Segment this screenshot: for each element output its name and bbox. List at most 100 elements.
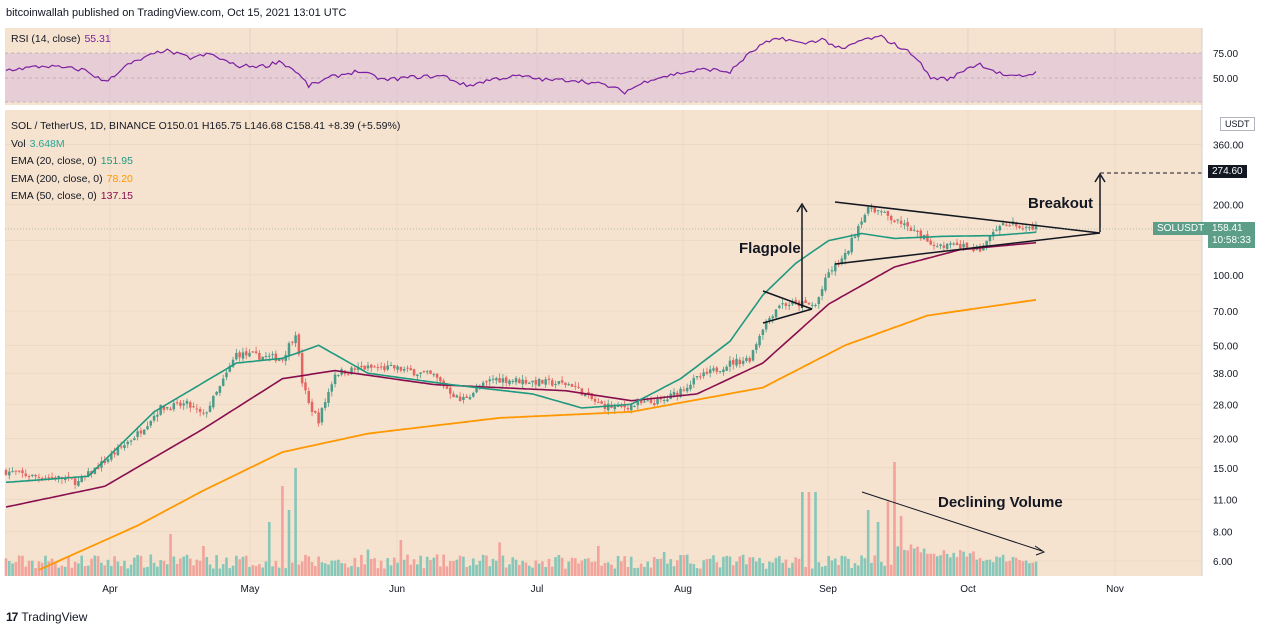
volume-bar [639,563,643,576]
volume-bar [142,567,146,576]
candle-body [462,396,465,400]
rsi-legend-value: 55.31 [84,33,111,45]
volume-bar [330,560,334,576]
candle-body [998,226,1002,231]
candle-body [508,380,511,385]
volume-bar [80,555,84,576]
volume-bar [521,560,524,576]
volume-bar [221,564,225,576]
volume-bar [126,568,130,576]
candle-body [748,357,751,362]
volume-bar [916,546,919,576]
volume-bar [346,567,350,576]
candle-body [212,395,215,408]
candle-body [725,366,728,371]
volume-bar [369,558,373,576]
volume-bar [21,555,24,576]
candle-body [771,316,774,319]
candle-body [620,405,623,407]
volume-bar [376,568,380,576]
candle-body [106,459,110,462]
candle-body [791,301,794,305]
volume-bar [863,558,867,576]
candle-body [883,211,886,213]
volume-bar [86,565,90,576]
volume-bar [1014,557,1018,576]
candle-body [662,400,666,402]
candle-body [1031,225,1034,230]
symbol-tag: SOLUSDT [1153,222,1209,235]
volume-bar [314,565,317,576]
volume-bar [96,556,100,576]
candle-body [327,391,330,403]
volume-bar [524,562,528,576]
candle-body [843,253,847,260]
volume-bar [37,561,41,576]
volume-bar [968,553,972,576]
rsi-axis-labels: 75.00 50.00 [1213,49,1238,85]
candle-body [876,210,880,212]
candle-body [636,401,640,406]
volume-bar [745,564,748,576]
volume-bar [468,565,472,576]
volume-bar [60,565,64,576]
candle-body [541,379,544,384]
volume-bar [235,555,238,576]
candle-body [100,461,103,468]
candle-body [221,378,225,386]
candle-body [73,478,77,485]
volume-bar [738,556,742,576]
volume-bar [47,561,51,576]
volume-bar [129,564,133,576]
candle-body [165,407,169,409]
volume-bar [995,556,998,576]
volume-bar [880,561,883,576]
volume-bar [379,560,383,576]
volume-bar [830,560,834,576]
candle-body [458,396,462,402]
time-tick-label: Sep [819,584,837,595]
volume-bar [100,562,103,576]
candle-body [291,341,294,343]
candle-body [465,396,468,398]
candle-body [1024,226,1028,228]
volume-bar [606,562,610,576]
volume-bar [988,559,992,576]
volume-bar [274,560,278,576]
candle-body [1028,227,1031,229]
candle-body [534,380,538,385]
candle-body [175,402,179,404]
price-tick-label: 100.00 [1213,271,1244,282]
candle-body [860,221,863,225]
candle-body [955,242,959,246]
volume-bar [290,562,294,576]
candle-body [708,369,712,374]
candle-body [962,243,965,248]
candle-body [715,367,719,372]
volume-bar [675,560,679,576]
volume-bar [547,558,551,576]
volume-bar [152,562,156,576]
volume-bar [623,556,626,576]
candle-body [830,270,834,272]
volume-bar [284,568,288,576]
volume-bar [893,462,896,576]
candle-body [370,364,373,368]
volume-bar [922,548,926,576]
volume-bar [501,555,505,576]
volume-bar [465,567,469,576]
volume-bar [945,553,949,576]
volume-bar [419,555,422,576]
ema20-value: 151.95 [100,155,133,167]
volume-bar [67,555,70,576]
volume-bar [162,560,166,576]
volume-bar [926,553,929,576]
volume-bar [422,568,426,576]
candle-body [820,289,824,296]
candle-body [949,243,952,245]
volume-bar [659,558,663,576]
volume-bar [258,564,261,576]
footer-brand[interactable]: 17 TradingView [6,610,87,624]
candle-body [837,263,840,265]
